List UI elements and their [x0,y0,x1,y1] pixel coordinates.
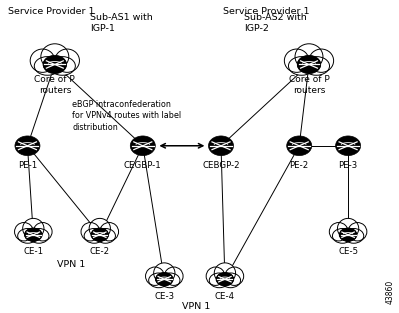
Text: PE-1: PE-1 [18,162,37,171]
Circle shape [130,136,155,156]
Ellipse shape [34,57,61,75]
Ellipse shape [55,49,79,72]
Ellipse shape [206,267,225,285]
Circle shape [216,272,233,286]
Text: Service Provider 1: Service Provider 1 [223,7,310,16]
Ellipse shape [149,273,169,288]
Ellipse shape [25,228,42,241]
Ellipse shape [89,218,111,239]
Ellipse shape [49,57,75,75]
Ellipse shape [30,49,55,72]
Ellipse shape [288,57,315,75]
Ellipse shape [284,49,309,72]
Circle shape [209,136,233,156]
Ellipse shape [164,267,183,285]
Text: Sub-AS2 with
IGP-2: Sub-AS2 with IGP-2 [245,13,307,33]
Circle shape [340,228,357,241]
Ellipse shape [295,44,323,69]
Ellipse shape [154,263,175,283]
Circle shape [336,136,361,156]
Ellipse shape [216,273,234,286]
Ellipse shape [209,273,229,288]
Ellipse shape [81,223,100,241]
Text: CEBGP-2: CEBGP-2 [202,162,240,171]
Ellipse shape [29,228,49,243]
Ellipse shape [18,228,38,243]
Text: PE-3: PE-3 [338,162,358,171]
Circle shape [287,136,312,156]
Ellipse shape [344,228,364,243]
Text: CE-5: CE-5 [338,247,358,256]
Circle shape [25,228,42,241]
Ellipse shape [23,218,44,239]
Ellipse shape [91,228,109,241]
Text: CEGBP-1: CEGBP-1 [124,162,162,171]
Text: Service Provider 1: Service Provider 1 [8,7,95,16]
Circle shape [91,228,109,241]
Ellipse shape [160,273,180,288]
Ellipse shape [34,223,52,241]
Text: 43860: 43860 [385,280,394,304]
Circle shape [297,55,321,74]
Text: VPN 1: VPN 1 [57,260,85,269]
Text: CE-2: CE-2 [90,247,110,256]
Ellipse shape [41,44,69,69]
Ellipse shape [221,273,241,288]
Ellipse shape [14,223,34,241]
Text: CE-1: CE-1 [23,247,43,256]
Ellipse shape [156,273,173,286]
Text: Core of P
routers: Core of P routers [288,75,329,95]
Ellipse shape [309,49,334,72]
Ellipse shape [225,267,244,285]
Ellipse shape [95,228,115,243]
Text: eBGP intraconfederation
for VPNv4 routes with label
distribution: eBGP intraconfederation for VPNv4 routes… [72,100,182,132]
Ellipse shape [348,223,367,241]
Ellipse shape [329,223,348,241]
Ellipse shape [339,228,357,241]
Ellipse shape [303,57,330,75]
Ellipse shape [332,228,352,243]
Circle shape [43,55,67,74]
Ellipse shape [100,223,119,241]
Ellipse shape [298,56,320,73]
Ellipse shape [338,218,359,239]
Text: Sub-AS1 with
IGP-1: Sub-AS1 with IGP-1 [90,13,153,33]
Text: VPN 1: VPN 1 [182,302,210,311]
Ellipse shape [84,228,104,243]
Ellipse shape [146,267,164,285]
Circle shape [15,136,40,156]
Circle shape [156,272,173,286]
Text: PE-2: PE-2 [290,162,309,171]
Text: CE-3: CE-3 [154,292,174,301]
Text: Core of P
routers: Core of P routers [34,75,75,95]
Text: CE-4: CE-4 [215,292,235,301]
Ellipse shape [43,56,66,73]
Ellipse shape [214,263,235,283]
